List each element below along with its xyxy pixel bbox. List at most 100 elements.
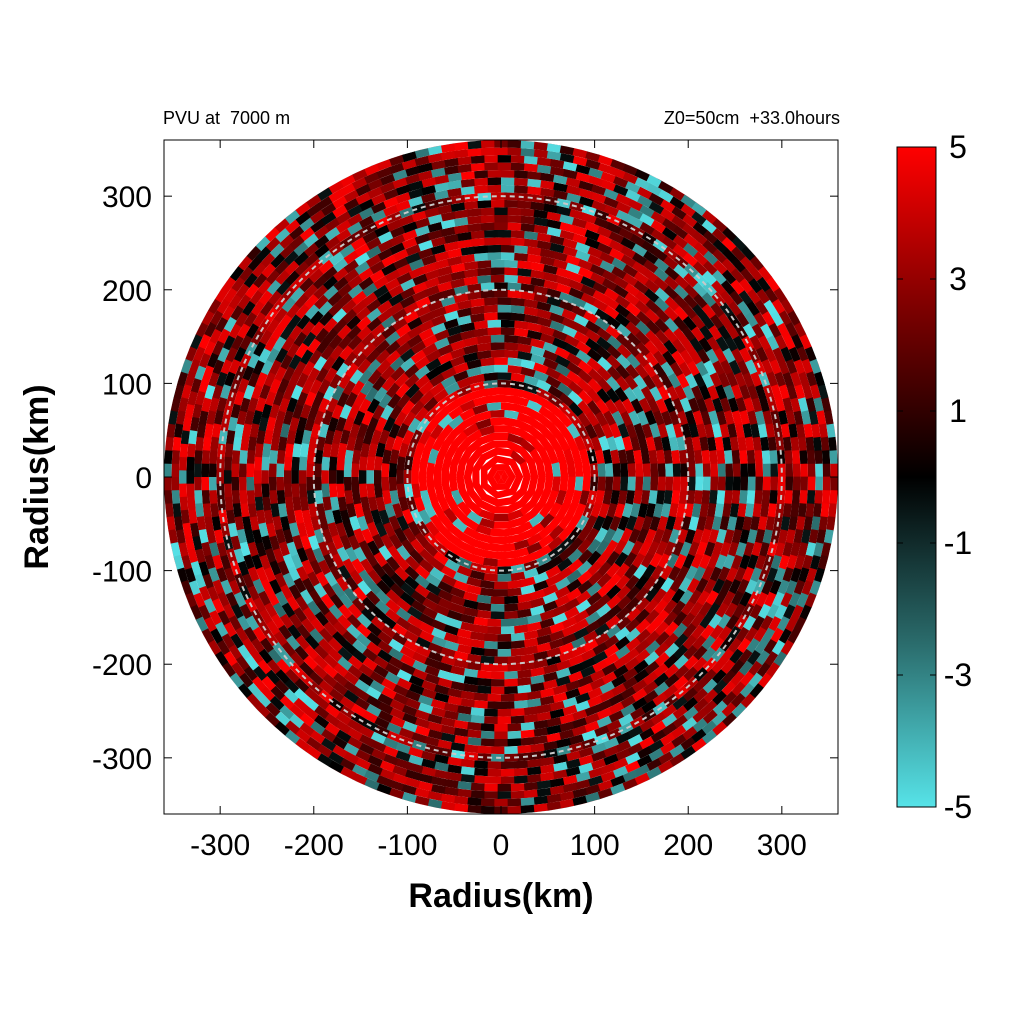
pv-cell (826, 515, 836, 531)
pv-cell (321, 456, 330, 471)
pv-cell (290, 554, 304, 570)
pv-cell (631, 385, 646, 402)
pv-cell (764, 346, 777, 363)
pv-cell (510, 708, 526, 717)
pv-cell (679, 349, 694, 365)
pv-cell (605, 624, 622, 639)
pv-cell (731, 236, 747, 252)
pv-cell (323, 553, 336, 569)
x-tick-label: -200 (284, 829, 344, 862)
pv-cell (208, 397, 220, 413)
x-tick-label: 100 (570, 829, 620, 862)
pv-cell (718, 625, 733, 641)
pv-cell (577, 368, 593, 384)
pv-cell (790, 567, 802, 583)
pv-cell (362, 429, 374, 446)
pv-cell (693, 697, 709, 713)
pv-cell (689, 601, 704, 617)
pv-cell (681, 222, 698, 237)
pv-cell (731, 449, 741, 464)
pv-cell (364, 769, 380, 783)
pv-cell (304, 416, 316, 432)
pv-cell (701, 635, 717, 651)
pv-cell (376, 167, 392, 179)
pv-cell (343, 259, 359, 274)
pv-cell (791, 333, 804, 350)
pv-cell (688, 515, 700, 531)
pv-cell (524, 630, 539, 640)
pv-cell (659, 564, 674, 581)
pv-cell (480, 207, 495, 216)
pv-cell (536, 316, 552, 328)
pv-cell (676, 410, 689, 426)
pv-cell (575, 340, 592, 355)
pv-cell (477, 753, 492, 762)
pv-cell (766, 334, 780, 351)
pv-cell (462, 352, 478, 363)
pv-cell (337, 292, 353, 308)
pv-cell (459, 541, 476, 555)
y-tick-label: 200 (102, 275, 152, 308)
pv-cell (194, 490, 203, 505)
pv-cell (610, 449, 620, 464)
pv-cell (422, 598, 438, 612)
pv-cell (712, 578, 726, 594)
pv-cell (556, 373, 573, 387)
pv-cell (438, 424, 454, 440)
pv-cell (460, 621, 476, 632)
pv-cell (799, 449, 808, 464)
pv-cell (389, 699, 406, 712)
pv-cell (555, 198, 571, 209)
pv-cell (559, 462, 569, 477)
pv-cell (665, 462, 674, 477)
pv-cell (423, 502, 437, 519)
pv-cell (258, 522, 269, 538)
pv-cell (514, 616, 529, 627)
pv-cell (761, 358, 774, 375)
pv-cell (294, 645, 310, 661)
pv-cell (739, 384, 751, 400)
pv-cell (295, 728, 311, 743)
pv-cell (615, 645, 631, 660)
pv-cell (328, 637, 343, 653)
pv-cell (634, 299, 650, 315)
pv-cell (370, 333, 386, 348)
pv-cell (672, 463, 681, 477)
pv-cell (507, 282, 522, 291)
pv-cell (599, 251, 615, 265)
pv-cell (389, 779, 405, 792)
pv-cell (210, 436, 220, 452)
pv-cell (403, 469, 412, 485)
pv-cell (462, 517, 479, 532)
pv-cell (342, 558, 356, 574)
pv-cell (622, 171, 638, 185)
pv-cell (661, 528, 673, 544)
pv-cell (493, 470, 501, 478)
colorbar-tick-label: 1 (949, 393, 967, 429)
pv-cell (830, 463, 838, 477)
pv-cell (546, 150, 562, 161)
pv-cell (366, 317, 382, 332)
pv-cell (424, 269, 440, 281)
pv-cell (783, 334, 796, 350)
pv-cell (712, 259, 728, 275)
pv-cell (323, 621, 338, 637)
pv-cell (740, 682, 755, 698)
pv-cell (300, 535, 312, 551)
pv-cell (644, 586, 659, 603)
pv-cell (255, 372, 268, 388)
pv-cell (479, 517, 495, 529)
pv-cell (210, 503, 220, 518)
pv-cell (680, 422, 692, 439)
pv-cell (289, 704, 305, 719)
pv-cell (770, 554, 782, 570)
pv-cell (303, 284, 318, 299)
pv-cell (645, 319, 661, 335)
pv-cell (246, 477, 255, 491)
pv-cell (510, 459, 524, 477)
pv-cell (815, 463, 823, 477)
pv-cell (456, 307, 472, 318)
pv-cell (239, 490, 248, 505)
pv-cell (373, 284, 389, 299)
pv-cell (517, 593, 533, 604)
